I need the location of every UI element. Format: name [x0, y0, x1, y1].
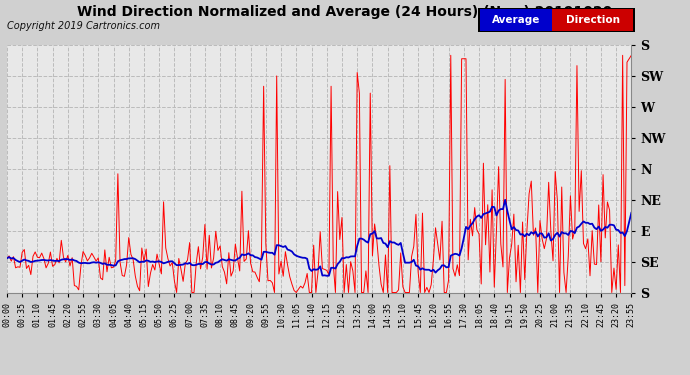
Text: Wind Direction Normalized and Average (24 Hours) (New) 20191020: Wind Direction Normalized and Average (2…	[77, 5, 613, 19]
Text: Copyright 2019 Cartronics.com: Copyright 2019 Cartronics.com	[7, 21, 160, 31]
Text: Direction: Direction	[566, 15, 620, 25]
Text: Average: Average	[491, 15, 540, 25]
